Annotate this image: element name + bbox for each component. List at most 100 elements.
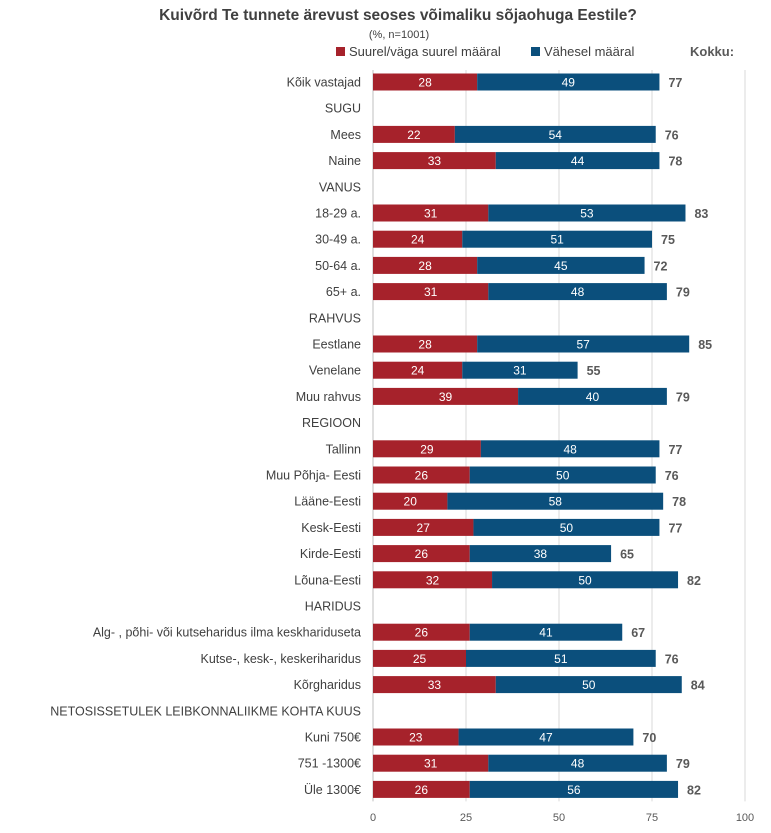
data-label-series1: 28: [418, 338, 432, 352]
total-label: 79: [676, 757, 690, 771]
total-label: 79: [676, 286, 690, 300]
bar-segment-series2: [469, 466, 656, 484]
total-label: 78: [672, 495, 686, 509]
group-heading-row: HARIDUS: [305, 600, 361, 614]
group-heading-label: REGIOON: [302, 416, 361, 430]
bar-row: Lõuna-Eesti 32 50 82: [294, 571, 701, 589]
data-label-series2: 50: [578, 573, 592, 587]
data-label-series1: 31: [424, 285, 438, 299]
data-label-series1: 33: [428, 154, 442, 168]
x-tick-label: 100: [736, 812, 754, 824]
data-label-series2: 51: [550, 233, 564, 247]
total-label: 70: [642, 731, 656, 745]
bar-segment-series1: [373, 754, 489, 772]
data-label-series1: 28: [418, 76, 432, 90]
category-label: Üle 1300€: [304, 783, 361, 797]
bar-row: Naine 33 44 78: [328, 152, 682, 170]
total-column-header: Kokku:: [690, 44, 734, 59]
bar-row: Kutse-, kesk-, keskeriharidus 25 51 76: [201, 649, 679, 667]
data-label-series2: 41: [539, 626, 553, 640]
bar-row: 50-64 a. 28 45 72: [315, 256, 668, 274]
data-label-series1: 31: [424, 757, 438, 771]
x-tick-label: 50: [553, 812, 565, 824]
x-axis-ticks: 0 25 50 75 100: [370, 812, 754, 824]
category-label: Kõrgharidus: [294, 678, 361, 692]
total-label: 85: [698, 338, 712, 352]
x-tick-label: 25: [460, 812, 472, 824]
group-heading-label: NETOSISSETULEK LEIBKONNALIIKME KOHTA KUU…: [50, 704, 361, 718]
total-label: 76: [665, 469, 679, 483]
bar-segment-series1: [373, 440, 481, 458]
bar-row: Üle 1300€ 26 56 82: [304, 780, 701, 798]
group-heading-row: VANUS: [319, 180, 361, 194]
bar-segment-series2: [462, 361, 578, 379]
bar-segment-series1: [373, 125, 455, 143]
data-label-series2: 56: [567, 783, 581, 797]
category-label: Venelane: [309, 364, 361, 378]
bar-segment-series2: [480, 440, 660, 458]
bar-segment-series2: [492, 571, 679, 589]
bar-row: Venelane 24 31 55: [309, 361, 601, 379]
data-label-series2: 53: [580, 207, 594, 221]
chart-title: Kuivõrd Te tunnete ärevust seoses võimal…: [159, 7, 637, 24]
bar-segment-series2: [469, 780, 679, 798]
bar-segment-series1: [373, 361, 463, 379]
category-label: Kõik vastajad: [287, 76, 361, 90]
data-label-series2: 45: [554, 259, 568, 273]
bar-segment-series1: [373, 466, 470, 484]
bar-row: Kesk-Eesti 27 50 77: [301, 518, 682, 536]
bar-segment-series2: [477, 73, 660, 91]
bar-segment-series2: [488, 283, 667, 301]
total-label: 77: [668, 76, 682, 90]
data-label-series2: 54: [549, 128, 563, 142]
chart-subtitle: (%, n=1001): [369, 29, 429, 41]
category-label: 50-64 a.: [315, 259, 361, 273]
data-label-series2: 48: [563, 442, 577, 456]
bar-row: 751 -1300€ 31 48 79: [298, 754, 690, 772]
group-heading-row: SUGU: [325, 102, 361, 116]
x-tick-label: 0: [370, 812, 376, 824]
bar-row: Kuni 750€ 23 47 70: [305, 728, 656, 746]
bar-segment-series1: [373, 676, 496, 694]
bar-segment-series2: [462, 230, 652, 248]
total-label: 78: [668, 155, 682, 169]
data-label-series2: 38: [534, 547, 548, 561]
group-heading-row: RAHVUS: [309, 311, 361, 325]
legend-swatch-series1: [336, 47, 345, 56]
total-label: 77: [668, 521, 682, 535]
bar-segment-series1: [373, 204, 489, 222]
category-label: Lääne-Eesti: [294, 495, 361, 509]
category-label: Kirde-Eesti: [300, 547, 361, 561]
data-label-series1: 24: [411, 233, 425, 247]
data-label-series2: 47: [539, 731, 553, 745]
bar-segment-series2: [477, 256, 645, 274]
bar-segment-series2: [466, 649, 656, 667]
category-label: Lõuna-Eesti: [294, 573, 361, 587]
data-label-series1: 27: [417, 521, 431, 535]
bar-row: Lääne-Eesti 20 58 78: [294, 492, 686, 510]
category-label: Alg- , põhi- või kutseharidus ilma keskh…: [93, 626, 361, 640]
data-label-series1: 32: [426, 573, 440, 587]
bar-row: Muu Põhja- Eesti 26 50 76: [266, 466, 679, 484]
bar-segment-series1: [373, 492, 448, 510]
group-heading-row: REGIOON: [302, 416, 361, 430]
data-label-series2: 44: [571, 154, 585, 168]
bar-segment-series1: [373, 73, 478, 91]
data-label-series2: 50: [560, 521, 574, 535]
total-label: 79: [676, 390, 690, 404]
bar-segment-series1: [373, 780, 470, 798]
category-label: Muu Põhja- Eesti: [266, 469, 361, 483]
bar-segment-series2: [488, 754, 667, 772]
bar-segment-series1: [373, 152, 496, 170]
data-label-series1: 33: [428, 678, 442, 692]
group-heading-label: SUGU: [325, 102, 361, 116]
category-label: 18-29 a.: [315, 207, 361, 221]
data-label-series2: 58: [549, 495, 563, 509]
total-label: 84: [691, 679, 705, 693]
bar-segment-series1: [373, 728, 459, 746]
category-label: 65+ a.: [326, 285, 361, 299]
bar-segment-series2: [469, 623, 623, 641]
bar-segment-series1: [373, 545, 470, 563]
data-label-series2: 31: [513, 364, 527, 378]
